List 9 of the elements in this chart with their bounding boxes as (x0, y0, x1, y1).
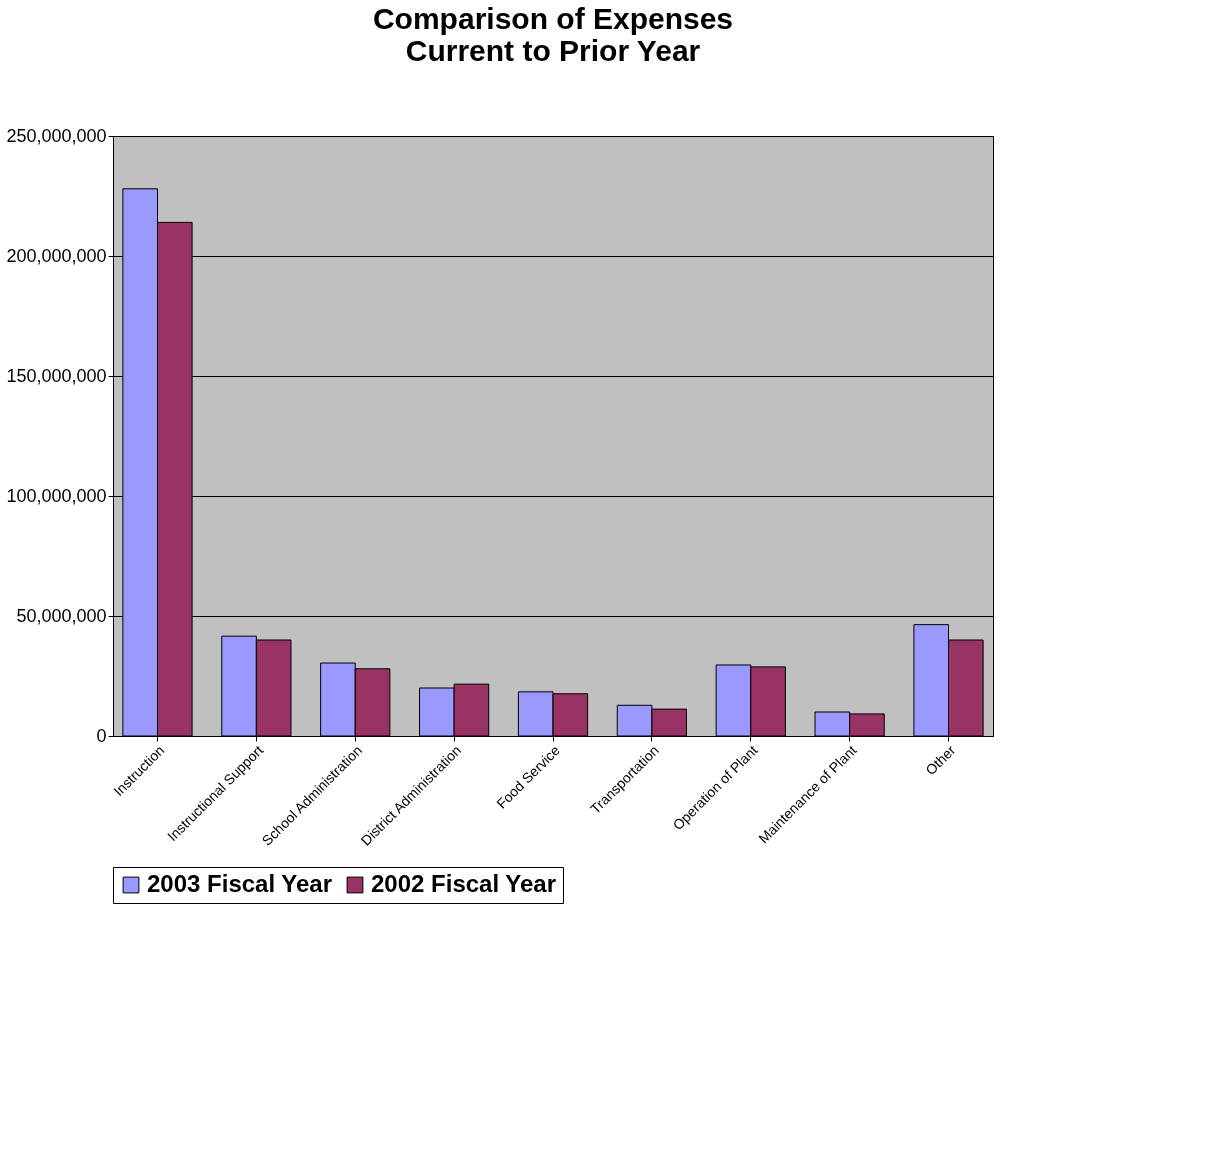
chart-title: Comparison of Expenses Current to Prior Year (372, 2, 734, 67)
y-tick-label: 50,000,000 (16, 605, 107, 626)
y-tick-label: 0 (96, 725, 107, 746)
y-tick-label: 250,000,000 (6, 125, 107, 146)
y-tick-label: 200,000,000 (6, 245, 107, 266)
legend-label: 2002 Fiscal Year (371, 870, 557, 897)
y-tick-label: 100,000,000 (6, 485, 107, 506)
y-tick-label: 150,000,000 (6, 365, 107, 386)
legend-label: 2003 Fiscal Year (147, 870, 333, 897)
